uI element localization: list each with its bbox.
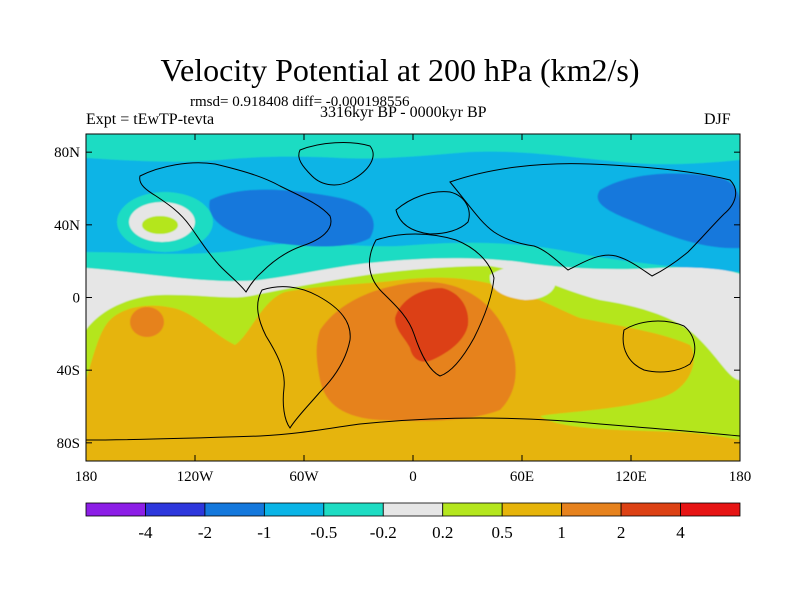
- coastline-australia: [622, 320, 696, 373]
- y-tick-label: 40N: [54, 218, 80, 234]
- colorbar-label: 0.2: [432, 523, 453, 542]
- colorbar-swatch: [323, 502, 384, 517]
- x-tick-label: 0: [409, 469, 417, 485]
- map-title: Velocity Potential at 200 hPa (km2/s): [160, 52, 640, 88]
- colorbar-swatch: [680, 502, 741, 517]
- x-tick-label: 120E: [615, 469, 647, 485]
- colorbar: -4 -2 -1 -0.5 -0.2 0.2 0.5 1 2 4: [85, 502, 741, 542]
- contour-cell-core: [142, 216, 178, 234]
- coastline-greenland: [298, 142, 374, 186]
- period-label: 3316kyr BP - 0000kyr BP: [320, 104, 487, 121]
- x-tick-label: 60W: [289, 469, 319, 485]
- x-tick-label: 60E: [510, 469, 534, 485]
- y-tick-label: 40S: [57, 363, 80, 379]
- coastline-north-america: [139, 162, 332, 293]
- colorbar-swatch: [620, 502, 681, 517]
- x-tick-label: 120W: [177, 469, 215, 485]
- contour-band-polar: [86, 134, 740, 165]
- colorbar-swatch: [85, 502, 146, 517]
- colorbar-swatch: [263, 502, 325, 517]
- coastline-south-america: [257, 286, 351, 429]
- colorbar-swatch: [501, 502, 563, 517]
- coastline-europe: [395, 191, 470, 235]
- contour-band-neg1-north: [209, 189, 374, 247]
- colorbar-swatch: [204, 502, 265, 517]
- colorbar-label: 1: [557, 523, 566, 542]
- contour-band-neg1-asia: [597, 173, 740, 249]
- contour-patch-indian: [489, 265, 556, 300]
- colorbar-label: 4: [676, 523, 685, 542]
- colorbar-label: 0.5: [492, 523, 513, 542]
- y-tick-label: 80N: [54, 145, 80, 161]
- rmsd-diff-stats: rmsd= 0.918408 diff= -0.000198556: [190, 94, 410, 110]
- coastline-africa: [368, 233, 495, 377]
- contour-field: [86, 134, 740, 461]
- colorbar-label: -4: [138, 523, 153, 542]
- y-tick-label: 80S: [57, 436, 80, 452]
- colorbar-label: -0.2: [370, 523, 397, 542]
- colorbar-label: -2: [198, 523, 212, 542]
- y-tick-label: 0: [73, 291, 81, 307]
- colorbar-swatch: [382, 502, 444, 517]
- season-label: DJF: [704, 111, 731, 128]
- colorbar-label: 2: [617, 523, 626, 542]
- colorbar-label: -0.5: [310, 523, 337, 542]
- axis-ticks: 180 120W 60W 0 60E 120E 180 80N 40N 0 40S 80S: [54, 134, 751, 485]
- experiment-label: Expt = tEwTP-tevta: [86, 111, 215, 128]
- coastline-asia: [449, 163, 737, 277]
- colorbar-label: -1: [257, 523, 271, 542]
- colorbar-swatch: [442, 502, 503, 517]
- coastlines: [86, 142, 740, 441]
- contour-blob-sw-pacific: [130, 307, 164, 337]
- x-tick-label: 180: [729, 469, 752, 485]
- colorbar-swatch: [561, 502, 622, 517]
- contour-band-2: [395, 288, 469, 362]
- colorbar-swatch: [145, 502, 206, 517]
- x-tick-label: 180: [75, 469, 98, 485]
- coastline-antarctica: [86, 417, 740, 441]
